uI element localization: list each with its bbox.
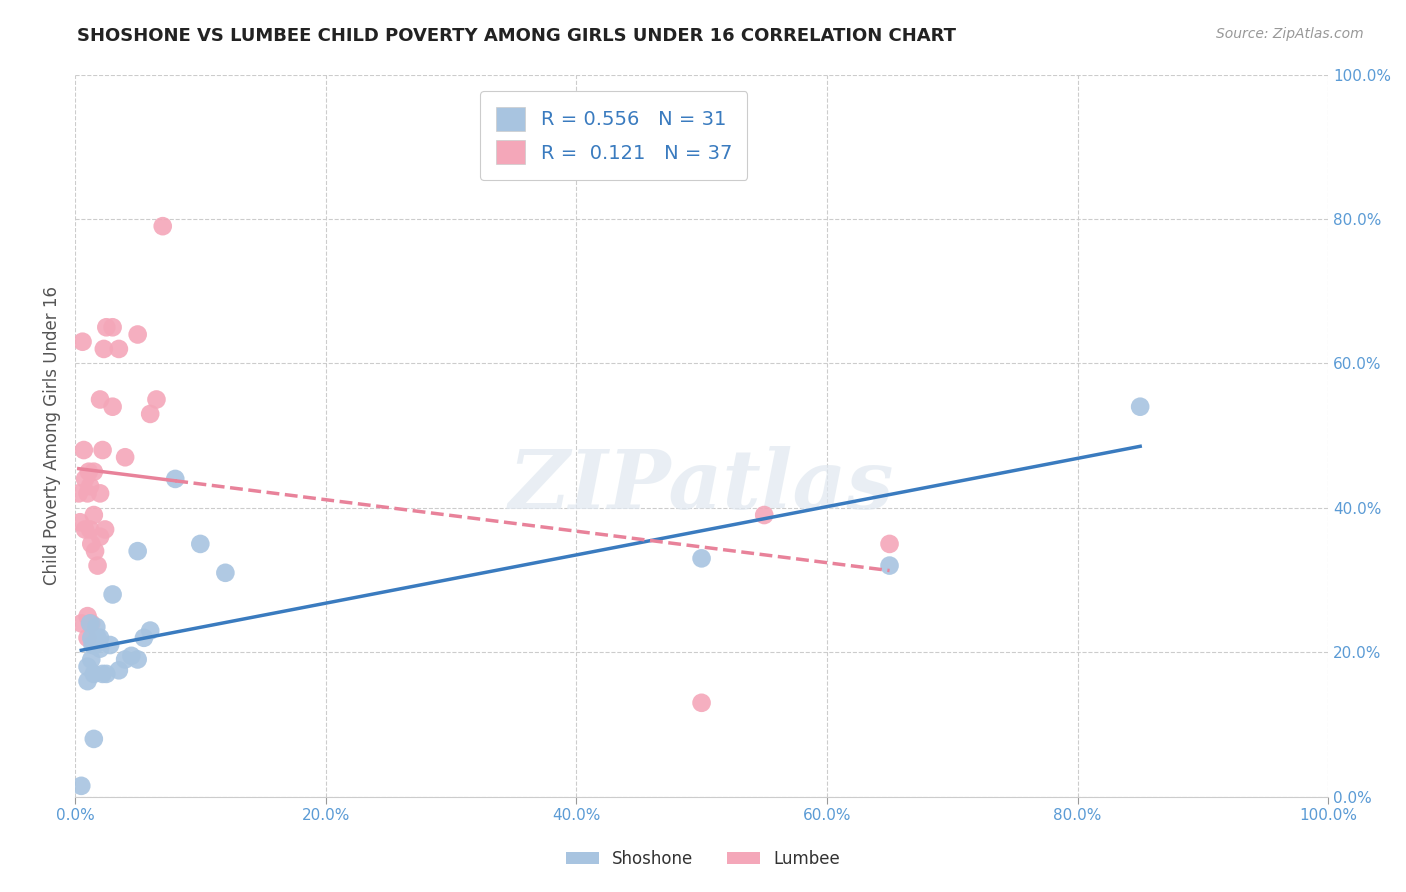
Point [86,620,108,634]
Point [93,342,115,356]
Point [690,551,713,566]
Point [139,624,162,638]
Point [101,320,124,334]
Point [70,779,93,793]
Point [86,558,108,573]
Text: Source: ZipAtlas.com: Source: ZipAtlas.com [1216,27,1364,41]
Point [101,587,124,601]
Point [690,696,713,710]
Point [1129,400,1152,414]
Point [76,609,98,624]
Point [139,407,162,421]
Point [214,566,236,580]
Point [120,648,142,663]
Point [67,486,90,500]
Point [114,450,136,465]
Point [79,523,101,537]
Text: SHOSHONE VS LUMBEE CHILD POVERTY AMONG GIRLS UNDER 16 CORRELATION CHART: SHOSHONE VS LUMBEE CHILD POVERTY AMONG G… [77,27,956,45]
Point [83,465,105,479]
Point [188,537,211,551]
Point [73,472,96,486]
Point [76,631,98,645]
Point [89,486,111,500]
Point [89,392,111,407]
Point [89,530,111,544]
Point [84,638,107,652]
Point [72,334,94,349]
Point [77,465,100,479]
Point [80,652,103,666]
Point [96,320,118,334]
Point [79,616,101,631]
Point [79,479,101,493]
Point [73,523,96,537]
Point [132,631,155,645]
Point [96,667,118,681]
Point [754,508,776,522]
Point [108,342,131,356]
Legend: R = 0.556   N = 31, R =  0.121   N = 37: R = 0.556 N = 31, R = 0.121 N = 37 [481,92,748,180]
Point [127,652,149,666]
Point [108,663,131,677]
Point [89,631,111,645]
Point [98,638,121,652]
Point [83,508,105,522]
Point [76,486,98,500]
Point [879,558,901,573]
Point [101,400,124,414]
Point [73,443,96,458]
Point [80,631,103,645]
Point [70,616,93,631]
Point [127,327,149,342]
Point [76,674,98,689]
Point [91,667,114,681]
Point [152,219,174,234]
Point [879,537,901,551]
Point [83,731,105,746]
Point [69,515,91,529]
Point [94,523,117,537]
Point [86,631,108,645]
Point [165,472,187,486]
Text: ZIPatlas: ZIPatlas [509,446,894,526]
Point [127,544,149,558]
Point [83,667,105,681]
Point [76,659,98,673]
Point [80,616,103,631]
Point [80,537,103,551]
Point [145,392,167,407]
Point [89,641,111,656]
Legend: Shoshone, Lumbee: Shoshone, Lumbee [560,844,846,875]
Point [114,652,136,666]
Point [82,638,104,652]
Point [91,443,114,458]
Y-axis label: Child Poverty Among Girls Under 16: Child Poverty Among Girls Under 16 [44,286,60,585]
Point [84,544,107,558]
